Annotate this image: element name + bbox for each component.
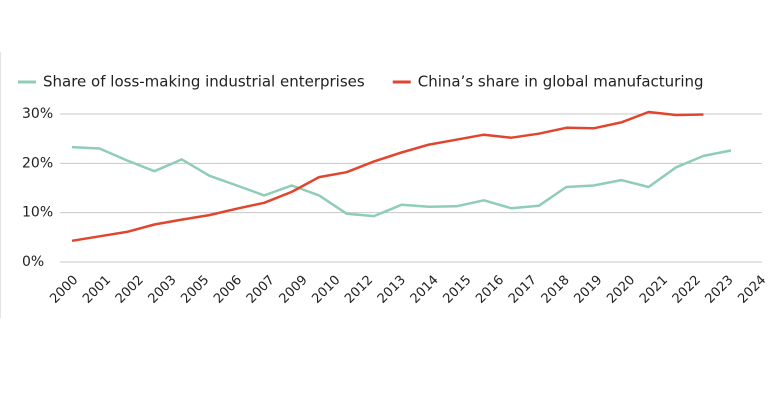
legend-label: China’s share in global manufacturing xyxy=(418,73,704,91)
y-tick-label: 30% xyxy=(22,106,53,122)
x-tick-label: 2019 xyxy=(571,273,605,307)
x-tick-label: 2017 xyxy=(506,273,540,307)
x-tick-label: 2013 xyxy=(375,273,409,307)
x-tick-label: 2021 xyxy=(637,273,671,307)
x-tick-label: 2010 xyxy=(309,273,343,307)
x-tick-label: 2020 xyxy=(604,273,638,307)
x-tick-label: 2005 xyxy=(178,273,212,307)
x-tick-label: 2018 xyxy=(539,273,573,307)
x-tick-label: 2009 xyxy=(277,273,311,307)
x-tick-label: 2003 xyxy=(146,273,180,307)
x-tick-label: 2014 xyxy=(408,273,442,307)
y-tick-label: 10% xyxy=(22,205,53,221)
x-tick-label: 2015 xyxy=(440,273,474,307)
x-tick-label: 2000 xyxy=(47,273,81,307)
x-tick-label: 2022 xyxy=(670,273,704,307)
x-tick-label: 2001 xyxy=(80,273,114,307)
y-tick-label: 20% xyxy=(22,155,53,171)
x-tick-label: 2024 xyxy=(735,273,769,307)
y-tick-label: 0% xyxy=(22,254,44,270)
x-tick-label: 2006 xyxy=(211,273,245,307)
series-line xyxy=(71,110,704,243)
x-tick-label: 2016 xyxy=(473,273,507,307)
x-tick-label: 2012 xyxy=(342,273,376,307)
x-tick-label: 2007 xyxy=(244,273,278,307)
legend-label: Share of loss-making industrial enterpri… xyxy=(43,73,365,91)
series-line xyxy=(71,145,732,218)
x-tick-label: 2023 xyxy=(703,273,737,307)
x-tick-label: 2002 xyxy=(113,273,147,307)
